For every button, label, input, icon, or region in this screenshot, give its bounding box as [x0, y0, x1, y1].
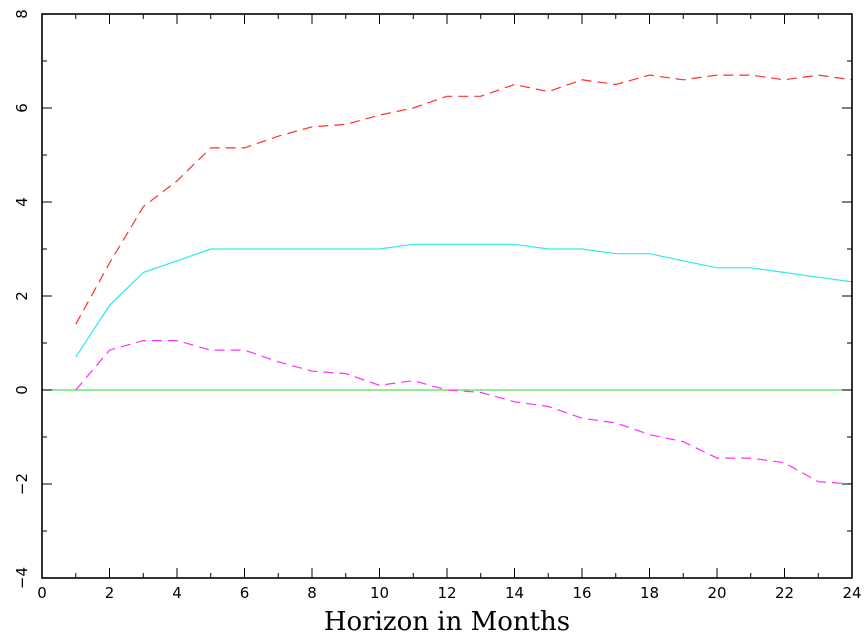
x-tick-label: 24 — [842, 584, 861, 602]
x-tick-label: 16 — [572, 584, 591, 602]
series-layer — [42, 74, 853, 485]
y-tick-label: −2 — [13, 473, 31, 495]
y-tick-label: 6 — [13, 103, 31, 113]
y-tick-label: 0 — [13, 385, 31, 395]
x-tick-label: 10 — [370, 584, 389, 602]
x-tick-label: 6 — [240, 584, 250, 602]
x-tick-label: 2 — [105, 584, 115, 602]
y-tick-label: 8 — [13, 9, 31, 19]
y-tick-label: 4 — [13, 197, 31, 207]
x-tick-label: 4 — [172, 584, 182, 602]
x-tick-label: 12 — [437, 584, 456, 602]
x-tick-label: 18 — [640, 584, 659, 602]
y-tick-label: −4 — [13, 567, 31, 589]
x-tick-label: 22 — [775, 584, 794, 602]
lower-band-line — [75, 340, 853, 485]
irf-line — [75, 243, 853, 358]
x-tick-label: 14 — [505, 584, 524, 602]
y-tick-label: 2 — [13, 291, 31, 301]
x-tick-label: 0 — [37, 584, 47, 602]
x-tick-label: 8 — [307, 584, 317, 602]
x-tick-label: 20 — [707, 584, 726, 602]
plot-frame — [41, 13, 853, 579]
upper-band-line — [75, 74, 853, 325]
x-axis-title: Horizon in Months — [324, 607, 570, 637]
